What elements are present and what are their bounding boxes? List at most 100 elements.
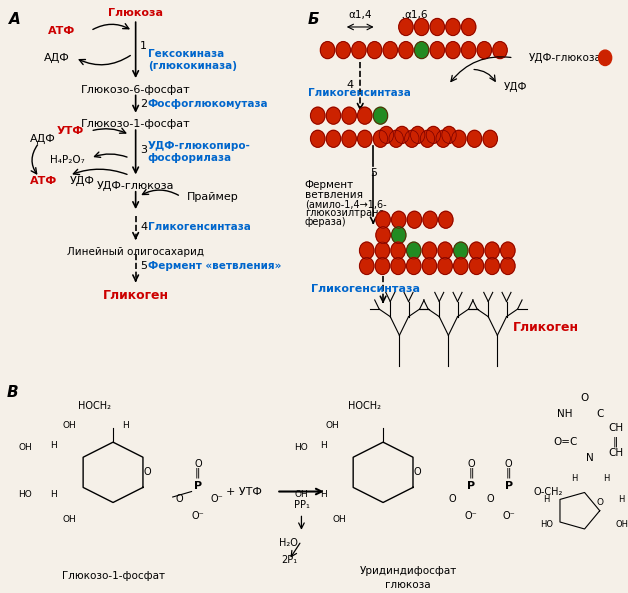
Text: Праймер: Праймер (187, 192, 239, 202)
Text: O-CH₂: O-CH₂ (534, 486, 563, 496)
Text: Фосфоглюкомутаза: Фосфоглюкомутаза (148, 99, 268, 109)
Text: HO: HO (540, 520, 553, 529)
Circle shape (420, 130, 435, 147)
Circle shape (483, 130, 497, 147)
Circle shape (477, 42, 492, 59)
Text: H: H (619, 496, 625, 505)
Text: (глюкокиназа): (глюкокиназа) (148, 60, 237, 71)
Text: глюкоза: глюкоза (386, 579, 431, 589)
Text: α1,6: α1,6 (404, 9, 428, 20)
Text: OH: OH (62, 422, 76, 431)
Text: ‖: ‖ (468, 467, 474, 477)
Text: O: O (505, 459, 512, 469)
Text: А: А (9, 11, 21, 27)
Circle shape (414, 18, 429, 36)
Text: HO: HO (295, 444, 308, 452)
Text: O: O (596, 498, 604, 507)
Text: H: H (320, 441, 327, 449)
Circle shape (399, 18, 413, 36)
Text: УДФ: УДФ (69, 176, 94, 186)
Text: N: N (587, 454, 594, 463)
Text: 4: 4 (347, 80, 354, 90)
Circle shape (352, 42, 366, 59)
Text: АДФ: АДФ (30, 134, 56, 144)
Circle shape (469, 257, 484, 275)
Text: фераза): фераза) (305, 217, 346, 227)
Text: ‖: ‖ (506, 467, 511, 477)
Text: 5: 5 (370, 168, 377, 178)
Circle shape (453, 257, 468, 275)
Circle shape (501, 242, 515, 259)
Circle shape (327, 107, 340, 124)
Text: Глюкозо-6-фосфат: Глюкозо-6-фосфат (81, 85, 190, 95)
Text: Б: Б (308, 11, 320, 27)
Circle shape (320, 42, 335, 59)
Circle shape (395, 126, 409, 144)
Circle shape (367, 42, 382, 59)
Circle shape (442, 126, 456, 144)
Circle shape (342, 107, 356, 124)
Circle shape (311, 107, 325, 124)
Circle shape (411, 126, 425, 144)
Text: P: P (467, 481, 475, 491)
Text: Гликоген: Гликоген (102, 289, 169, 302)
Circle shape (376, 227, 390, 244)
Circle shape (391, 242, 405, 259)
Text: CH: CH (608, 448, 623, 458)
Text: H₂O: H₂O (279, 538, 298, 549)
Circle shape (379, 126, 394, 144)
Text: ветвления: ветвления (305, 190, 363, 200)
Text: H: H (122, 422, 129, 431)
Circle shape (438, 211, 453, 228)
Circle shape (376, 257, 389, 275)
Text: H: H (603, 474, 609, 483)
Text: 5: 5 (140, 261, 147, 271)
Text: α1,4: α1,4 (349, 9, 372, 20)
Circle shape (336, 42, 350, 59)
Text: O=C: O=C (553, 437, 577, 447)
Circle shape (485, 257, 499, 275)
Circle shape (422, 257, 436, 275)
Text: O: O (175, 495, 183, 505)
Circle shape (501, 257, 515, 275)
Circle shape (373, 107, 387, 124)
Circle shape (467, 130, 482, 147)
Circle shape (360, 257, 374, 275)
Text: Гексокиназа: Гексокиназа (148, 49, 224, 59)
Text: H: H (50, 490, 57, 499)
Text: O: O (467, 459, 475, 469)
Circle shape (407, 211, 421, 228)
Circle shape (406, 242, 421, 259)
Circle shape (392, 227, 406, 244)
Text: 1: 1 (140, 42, 147, 51)
Text: O: O (486, 495, 494, 505)
Text: H: H (543, 496, 550, 505)
Text: H: H (571, 474, 578, 483)
Text: OH: OH (615, 520, 628, 529)
Circle shape (327, 130, 340, 147)
Text: Фермент: Фермент (305, 180, 354, 190)
Circle shape (360, 242, 374, 259)
Text: Гликогенсинтаза: Гликогенсинтаза (308, 88, 411, 97)
Circle shape (493, 42, 507, 59)
Text: ‖: ‖ (613, 437, 618, 447)
Text: 3: 3 (140, 145, 147, 155)
Circle shape (430, 42, 445, 59)
Text: Глюкозо-1-фосфат: Глюкозо-1-фосфат (81, 119, 190, 129)
Text: O⁻: O⁻ (465, 511, 477, 521)
Text: Гликогенсинтаза: Гликогенсинтаза (311, 284, 420, 294)
Circle shape (598, 50, 612, 65)
Circle shape (383, 42, 398, 59)
Text: АТФ: АТФ (48, 26, 75, 36)
Text: АДФ: АДФ (43, 53, 69, 63)
Circle shape (311, 130, 325, 147)
Text: OH: OH (326, 422, 340, 431)
Circle shape (438, 242, 452, 259)
Text: (амило-1,4→1,6-: (амило-1,4→1,6- (305, 199, 386, 209)
Circle shape (376, 242, 389, 259)
Circle shape (452, 130, 466, 147)
Text: O: O (194, 459, 202, 469)
Text: PP₁: PP₁ (293, 500, 310, 510)
Text: УДФ-глюкоза: УДФ-глюкоза (97, 181, 175, 191)
Text: УДФ: УДФ (504, 82, 528, 92)
